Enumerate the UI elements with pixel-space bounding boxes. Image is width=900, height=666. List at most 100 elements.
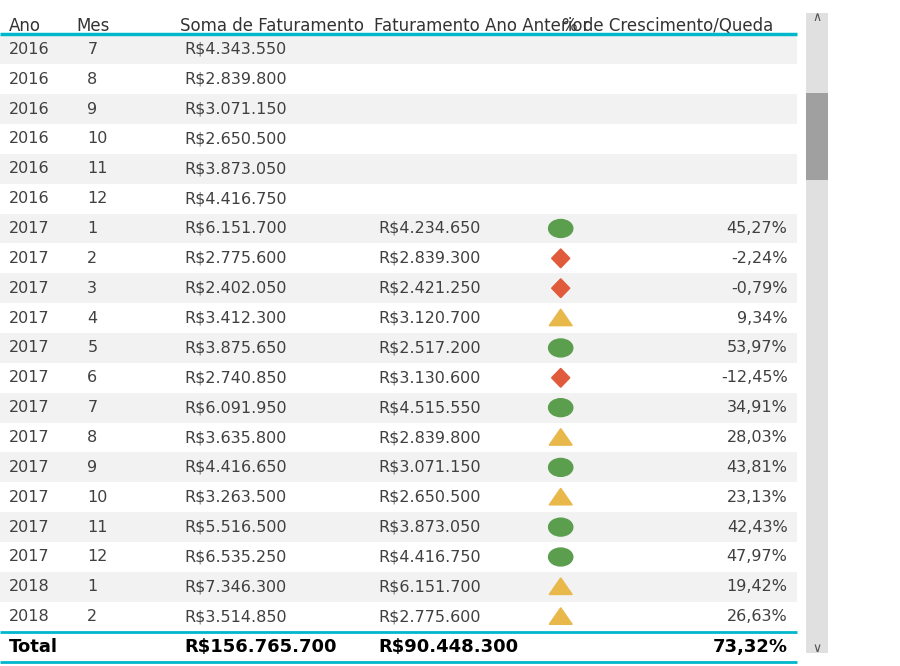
- Text: R$3.514.850: R$3.514.850: [184, 609, 287, 624]
- Text: R$3.873.050: R$3.873.050: [184, 161, 287, 176]
- Polygon shape: [549, 608, 572, 624]
- Text: R$3.635.800: R$3.635.800: [184, 430, 287, 445]
- Text: R$4.343.550: R$4.343.550: [184, 42, 287, 57]
- Text: 9: 9: [87, 460, 97, 475]
- Text: ∨: ∨: [812, 641, 822, 655]
- Circle shape: [549, 518, 572, 536]
- Bar: [0, 482, 796, 512]
- Text: R$3.412.300: R$3.412.300: [184, 310, 287, 326]
- Text: Faturamento Ano Anterior: Faturamento Ano Anterior: [374, 17, 589, 35]
- Text: % de Crescimento/Queda: % de Crescimento/Queda: [562, 17, 774, 35]
- Text: 2017: 2017: [9, 280, 50, 296]
- Text: 53,97%: 53,97%: [727, 340, 788, 356]
- Bar: [0, 0, 796, 36]
- Text: -0,79%: -0,79%: [731, 280, 788, 296]
- Polygon shape: [552, 279, 570, 298]
- Text: 11: 11: [87, 161, 108, 176]
- Text: 73,32%: 73,32%: [713, 637, 788, 655]
- Circle shape: [549, 548, 572, 566]
- Polygon shape: [549, 488, 572, 505]
- Text: 42,43%: 42,43%: [727, 519, 788, 535]
- Text: R$7.346.300: R$7.346.300: [184, 579, 287, 594]
- Text: 2017: 2017: [9, 370, 50, 386]
- Text: R$2.421.250: R$2.421.250: [378, 280, 481, 296]
- Text: R$4.416.750: R$4.416.750: [378, 549, 481, 565]
- Text: 26,63%: 26,63%: [727, 609, 788, 624]
- Text: 2016: 2016: [9, 72, 50, 87]
- Text: 28,03%: 28,03%: [726, 430, 788, 445]
- Bar: [0, 631, 796, 661]
- Text: 2017: 2017: [9, 221, 50, 236]
- Text: R$2.839.300: R$2.839.300: [378, 251, 481, 266]
- Text: Soma de Faturamento: Soma de Faturamento: [180, 17, 364, 35]
- Text: R$2.650.500: R$2.650.500: [184, 131, 287, 147]
- Text: R$90.448.300: R$90.448.300: [378, 637, 518, 655]
- Text: 2: 2: [87, 609, 97, 624]
- Text: 11: 11: [87, 519, 108, 535]
- Text: 2017: 2017: [9, 460, 50, 475]
- Bar: [0, 94, 796, 124]
- Text: 19,42%: 19,42%: [726, 579, 788, 594]
- Text: R$2.775.600: R$2.775.600: [184, 251, 287, 266]
- Bar: [0, 243, 796, 273]
- Text: R$5.516.500: R$5.516.500: [184, 519, 287, 535]
- Polygon shape: [549, 428, 572, 445]
- Text: Total: Total: [9, 637, 58, 655]
- Bar: [0, 572, 796, 602]
- Text: 7: 7: [87, 400, 97, 415]
- Text: R$156.765.700: R$156.765.700: [184, 637, 337, 655]
- Bar: [0, 184, 796, 214]
- Text: 2016: 2016: [9, 101, 50, 117]
- Text: R$4.416.650: R$4.416.650: [184, 460, 287, 475]
- Bar: [0, 154, 796, 184]
- Text: R$2.839.800: R$2.839.800: [184, 72, 287, 87]
- Text: 34,91%: 34,91%: [726, 400, 788, 415]
- Text: R$2.517.200: R$2.517.200: [378, 340, 481, 356]
- Bar: [0, 423, 796, 452]
- Text: 2016: 2016: [9, 131, 50, 147]
- Text: 2017: 2017: [9, 310, 50, 326]
- Bar: [806, 93, 828, 180]
- Text: R$3.875.650: R$3.875.650: [184, 340, 287, 356]
- Bar: [0, 124, 796, 154]
- Text: -2,24%: -2,24%: [731, 251, 788, 266]
- Bar: [0, 363, 796, 393]
- Text: 1: 1: [87, 221, 97, 236]
- Text: R$6.151.700: R$6.151.700: [378, 579, 481, 594]
- Text: 43,81%: 43,81%: [726, 460, 788, 475]
- Text: R$4.416.750: R$4.416.750: [184, 191, 287, 206]
- Text: 3: 3: [87, 280, 97, 296]
- Text: 2018: 2018: [9, 609, 50, 624]
- Bar: [806, 13, 828, 653]
- Polygon shape: [549, 578, 572, 595]
- Text: 9,34%: 9,34%: [737, 310, 788, 326]
- Circle shape: [549, 458, 572, 476]
- Text: 8: 8: [87, 72, 97, 87]
- Text: Ano: Ano: [9, 17, 41, 35]
- Text: 8: 8: [87, 430, 97, 445]
- Polygon shape: [549, 309, 572, 326]
- Circle shape: [549, 399, 572, 417]
- Bar: [0, 214, 796, 243]
- Text: 2017: 2017: [9, 519, 50, 535]
- Text: R$6.535.250: R$6.535.250: [184, 549, 287, 565]
- Text: R$4.515.550: R$4.515.550: [378, 400, 481, 415]
- Text: 10: 10: [87, 131, 108, 147]
- Text: 2: 2: [87, 251, 97, 266]
- Text: 10: 10: [87, 490, 108, 505]
- Text: 12: 12: [87, 549, 108, 565]
- Bar: [0, 303, 796, 333]
- Text: 2017: 2017: [9, 430, 50, 445]
- Text: 2016: 2016: [9, 42, 50, 57]
- Text: 2016: 2016: [9, 161, 50, 176]
- Text: 2016: 2016: [9, 191, 50, 206]
- Bar: [0, 35, 796, 64]
- Text: 2018: 2018: [9, 579, 50, 594]
- Bar: [0, 333, 796, 363]
- Text: 45,27%: 45,27%: [726, 221, 788, 236]
- Text: 5: 5: [87, 340, 97, 356]
- Text: R$2.839.800: R$2.839.800: [378, 430, 481, 445]
- Text: R$6.151.700: R$6.151.700: [184, 221, 287, 236]
- Text: ∧: ∧: [812, 11, 822, 25]
- Bar: [0, 273, 796, 303]
